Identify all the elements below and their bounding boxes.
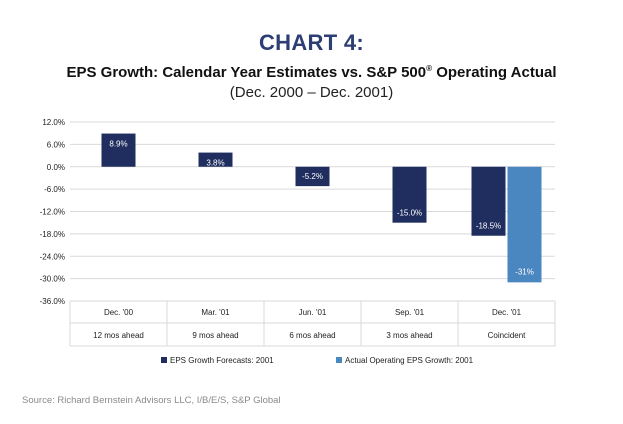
title-main: EPS Growth: Calendar Year Estimates vs. … — [66, 64, 427, 81]
x-category-label: Dec. '00 — [104, 308, 134, 317]
bar-forecast-label: 3.8% — [206, 159, 224, 168]
x-category-sublabel: 6 mos ahead — [289, 331, 335, 340]
x-category-sublabel: 12 mos ahead — [93, 331, 144, 340]
x-category-sublabel: 9 mos ahead — [192, 331, 238, 340]
legend-swatch — [336, 357, 342, 363]
x-category-label: Jun. '01 — [299, 308, 327, 317]
y-tick-label: -24.0% — [40, 252, 65, 261]
y-tick-label: 0.0% — [47, 163, 65, 172]
y-tick-label: -12.0% — [40, 208, 65, 217]
chart-title: EPS Growth: Calendar Year Estimates vs. … — [0, 64, 623, 81]
x-category-label: Mar. '01 — [201, 308, 230, 317]
chart-subtitle: (Dec. 2000 – Dec. 2001) — [229, 84, 394, 101]
legend-swatch — [161, 357, 167, 363]
x-category-label: Sep. '01 — [395, 308, 425, 317]
bar-forecast — [198, 152, 233, 167]
bar-forecast — [392, 166, 427, 223]
bar-forecast-label: -18.5% — [476, 222, 501, 231]
bar-forecast — [471, 166, 506, 236]
bar-forecast — [295, 166, 330, 187]
bar-forecast — [101, 133, 136, 167]
bar-forecast-label: -15.0% — [397, 209, 422, 218]
bar-actual — [507, 166, 542, 283]
legend-label: Actual Operating EPS Growth: 2001 — [345, 356, 474, 365]
y-tick-label: -18.0% — [40, 230, 65, 239]
x-category-sublabel: Coincident — [488, 331, 527, 340]
bar-forecast-label: 8.9% — [109, 140, 127, 149]
y-tick-label: -6.0% — [44, 185, 65, 194]
y-tick-label: -36.0% — [40, 297, 65, 306]
legend-label: EPS Growth Forecasts: 2001 — [170, 356, 274, 365]
bar-forecast-label: -5.2% — [302, 172, 323, 181]
y-tick-label: 12.0% — [42, 118, 65, 127]
title-registered-mark: ® — [426, 64, 433, 73]
x-category-label: Dec. '01 — [492, 308, 522, 317]
source-note: Source: Richard Bernstein Advisors LLC, … — [22, 395, 281, 406]
chart-heading: CHART 4: — [258, 30, 365, 55]
bar-actual-label: -31% — [515, 267, 534, 276]
title-end: Operating Actual — [432, 64, 557, 81]
x-category-sublabel: 3 mos ahead — [386, 331, 432, 340]
y-tick-label: -30.0% — [40, 275, 65, 284]
y-tick-label: 6.0% — [47, 140, 65, 149]
